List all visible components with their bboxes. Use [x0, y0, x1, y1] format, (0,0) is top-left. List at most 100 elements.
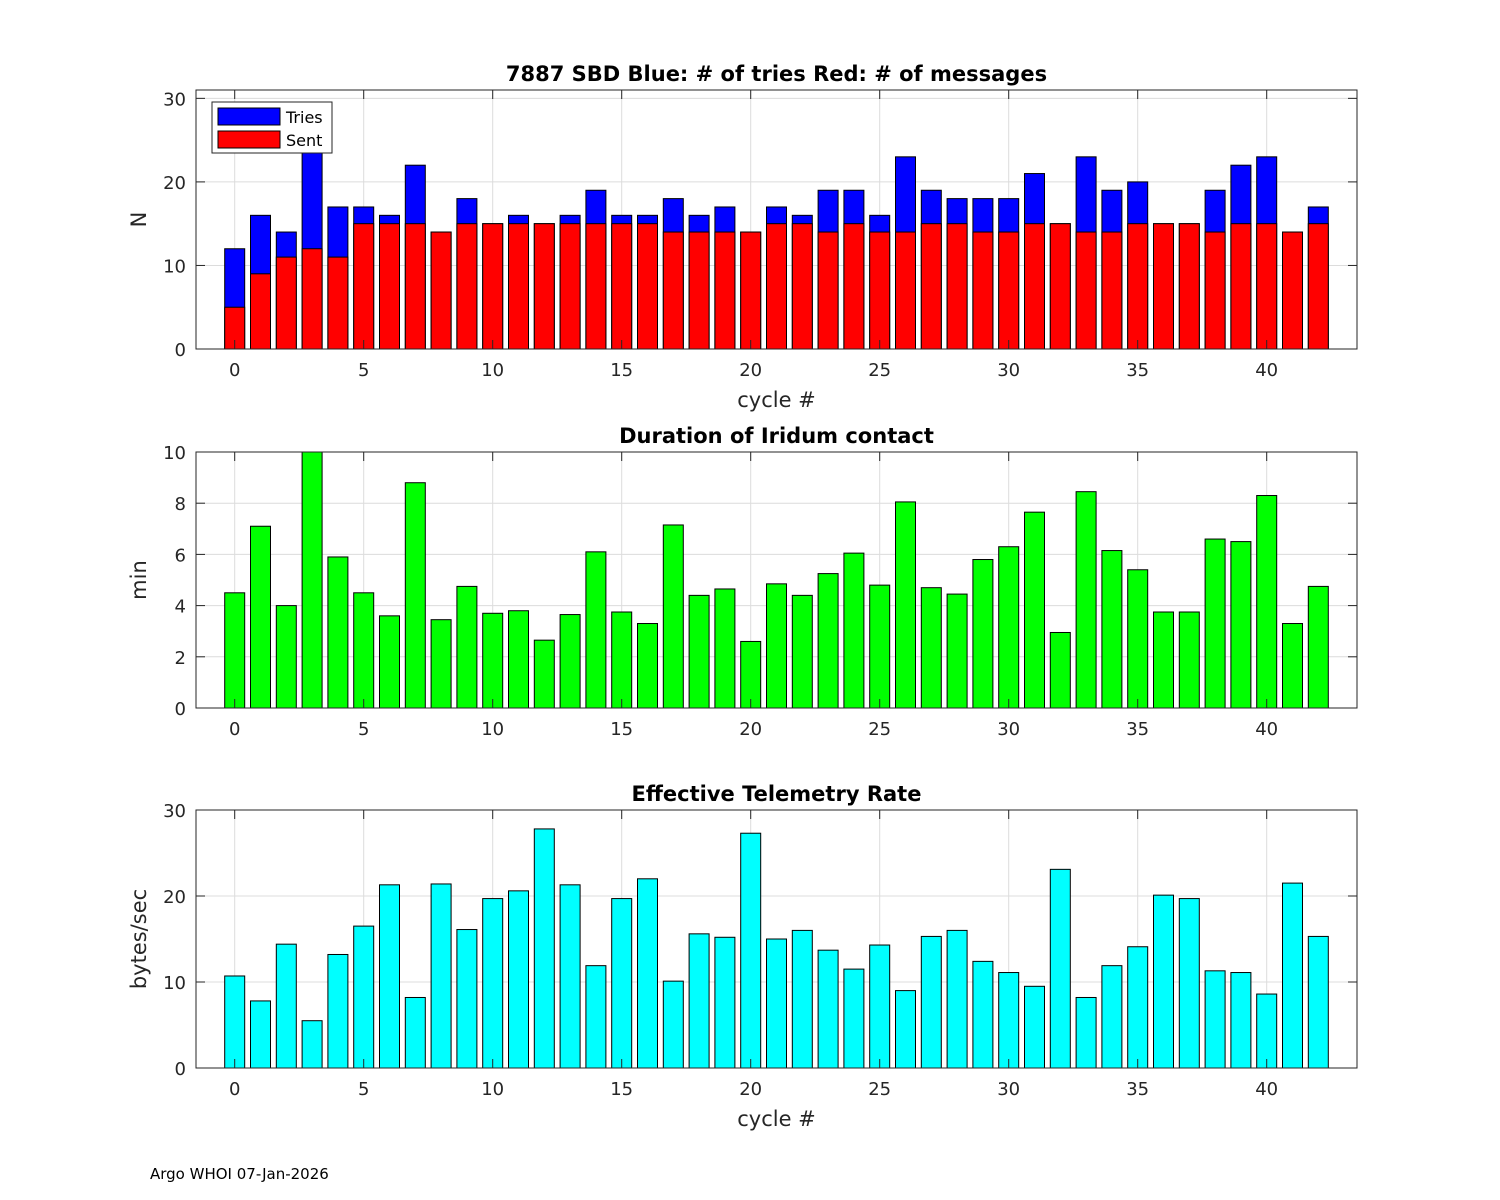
- bar-rate: [430, 883, 452, 1069]
- bar-rate: [611, 898, 633, 1069]
- bar-sent: [688, 231, 710, 350]
- bar-sent: [1282, 231, 1303, 350]
- x-tick-label: 40: [1255, 1079, 1278, 1100]
- x-tick-label: 40: [1255, 360, 1278, 381]
- bar-duration: [404, 482, 426, 709]
- bar-sent: [637, 223, 658, 350]
- y-tick-label: 20: [163, 887, 186, 908]
- bar-duration: [1256, 495, 1278, 709]
- bar-sent: [275, 256, 297, 350]
- bar-sent: [611, 223, 633, 350]
- legend: Tries Sent: [211, 101, 333, 154]
- bar-duration: [559, 614, 581, 709]
- x-tick-label: 35: [1126, 1079, 1149, 1100]
- x-tick-label: 35: [1126, 719, 1149, 740]
- bar-rate: [224, 975, 246, 1069]
- bar-sent: [791, 223, 813, 350]
- x-tick-label: 5: [358, 360, 369, 381]
- bar-rate: [1230, 972, 1252, 1069]
- bar-sent: [1204, 231, 1226, 350]
- bar-rate: [559, 884, 581, 1069]
- bar-duration: [611, 611, 633, 709]
- bar-sent: [972, 231, 994, 350]
- bar-duration: [1101, 550, 1123, 709]
- bar-duration: [508, 610, 529, 709]
- bar-duration: [1282, 623, 1303, 709]
- x-tick-label: 25: [868, 360, 891, 381]
- bar-duration: [998, 546, 1020, 709]
- bar-rate: [533, 828, 555, 1069]
- bar-duration: [817, 573, 839, 709]
- bar-sent: [766, 223, 787, 350]
- bar-rate: [637, 878, 658, 1069]
- bar-duration: [327, 556, 349, 709]
- bar-duration: [637, 623, 658, 709]
- y-axis-label: min: [127, 560, 151, 600]
- bar-rate: [869, 944, 891, 1069]
- bar-sent: [817, 231, 839, 350]
- bar-duration: [1307, 585, 1329, 709]
- bar-sent: [843, 223, 865, 350]
- bar-sent: [1127, 223, 1149, 350]
- bar-rate: [1127, 946, 1149, 1069]
- bar-sent: [1101, 231, 1123, 350]
- bar-duration: [946, 593, 968, 709]
- y-tick-label: 6: [175, 545, 186, 566]
- bar-rate: [1101, 965, 1123, 1069]
- bar-rate: [482, 898, 504, 1069]
- bar-rate: [1075, 996, 1097, 1069]
- bar-sent: [353, 223, 375, 350]
- bar-duration: [456, 585, 478, 709]
- y-tick-label: 10: [163, 256, 186, 277]
- legend-label: Sent: [286, 131, 322, 150]
- bar-rate: [508, 890, 529, 1069]
- bar-sent: [301, 248, 323, 350]
- x-tick-label: 20: [739, 719, 762, 740]
- bar-rate: [972, 960, 994, 1069]
- x-tick-label: 25: [868, 719, 891, 740]
- bar-rate: [714, 936, 736, 1069]
- x-tick-label: 30: [997, 1079, 1020, 1100]
- bar-duration: [766, 583, 787, 709]
- chart-title: Duration of Iridum contact: [619, 424, 934, 448]
- bar-sent: [430, 231, 452, 350]
- bar-sent: [1024, 223, 1045, 350]
- bar-sent: [379, 223, 400, 350]
- bar-rate: [1307, 935, 1329, 1069]
- bar-rate: [895, 990, 916, 1069]
- bar-rate: [404, 996, 426, 1069]
- bar-rate: [1282, 882, 1303, 1069]
- bar-duration: [379, 615, 400, 709]
- bar-sent: [559, 223, 581, 350]
- bar-duration: [275, 605, 297, 709]
- x-tick-label: 5: [358, 719, 369, 740]
- bar-duration: [430, 619, 452, 709]
- x-tick-label: 30: [997, 360, 1020, 381]
- bar-sent: [1075, 231, 1097, 350]
- bar-sent: [327, 256, 349, 350]
- chart-panel-3: 0 5 10 15 20 25 30 35 40 0 10 20 30 Effective Telemet…: [127, 782, 1358, 1131]
- bar-sent: [1178, 223, 1200, 350]
- x-tick-label: 0: [229, 360, 240, 381]
- bar-sent: [508, 223, 529, 350]
- legend-swatch: [217, 130, 281, 149]
- bar-rate: [1049, 868, 1071, 1069]
- bar-duration: [791, 594, 813, 709]
- axes-frame: [195, 451, 1358, 709]
- bar-duration: [688, 594, 710, 709]
- bar-duration: [740, 640, 762, 709]
- x-tick-label: 15: [610, 360, 633, 381]
- bar-rate: [250, 1000, 271, 1069]
- y-tick-label: 0: [175, 699, 186, 720]
- x-tick-label: 10: [481, 1079, 504, 1100]
- bar-duration: [250, 525, 271, 709]
- bar-rate: [740, 832, 762, 1069]
- bar-duration: [843, 552, 865, 709]
- chart-title: Effective Telemetry Rate: [632, 782, 922, 806]
- bar-duration: [662, 524, 684, 709]
- bar-sent: [404, 223, 426, 350]
- bar-duration: [301, 451, 323, 709]
- x-tick-label: 25: [868, 1079, 891, 1100]
- bar-rate: [946, 929, 968, 1069]
